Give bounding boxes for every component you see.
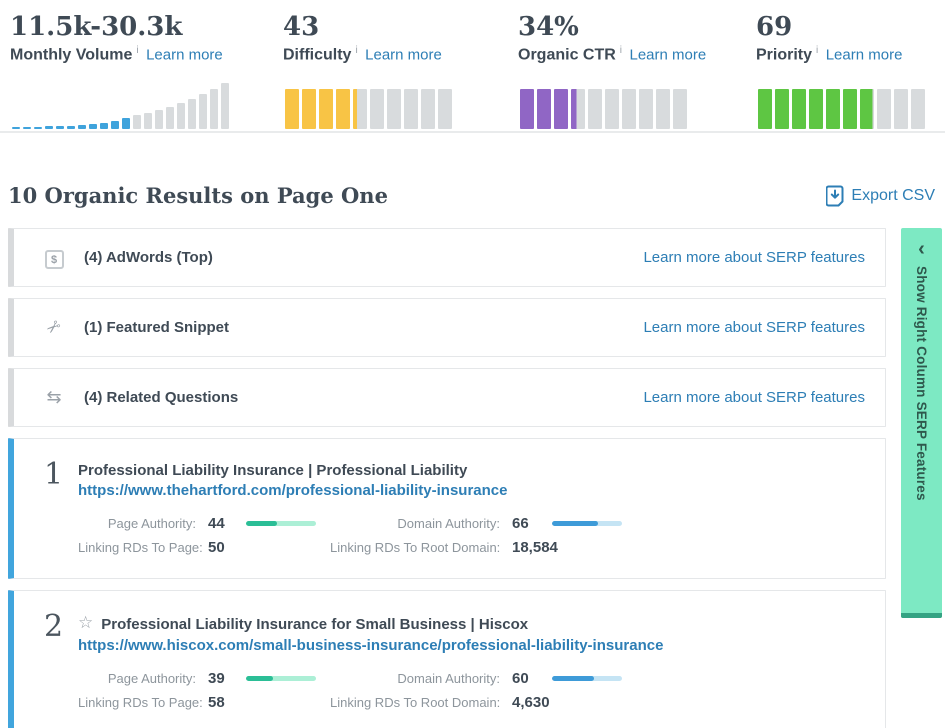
organic-ctr-label: Organic CTR (518, 46, 616, 64)
result-title[interactable]: Professional Liability Insurance | Profe… (78, 462, 468, 479)
scissors-icon: ✂ (42, 315, 66, 340)
result-title[interactable]: Professional Liability Insurance for Sma… (101, 615, 529, 633)
difficulty-learn-more-link[interactable]: Learn more (365, 46, 442, 64)
domain-authority-label: Domain Authority: (397, 671, 500, 686)
right-tab-label: Show Right Column SERP Features (914, 266, 929, 501)
linking-rds-root-value: 4,630 (512, 694, 550, 711)
domain-authority-label: Domain Authority: (397, 516, 500, 531)
linking-rds-page-value: 50 (208, 539, 225, 556)
organic-ctr-learn-more-link[interactable]: Learn more (629, 46, 707, 64)
organic-result-row: 1 Professional Liability Insurance | Pro… (8, 438, 886, 579)
adwords-dollar-icon: $ (42, 247, 66, 269)
page-authority-meter (246, 676, 316, 681)
linking-rds-root-label: Linking RDs To Root Domain: (330, 540, 501, 555)
priority-label: Priority (756, 46, 813, 64)
metric-difficulty: 43 Difficulty i Learn more (283, 12, 452, 129)
serp-feature-learn-more-link[interactable]: Learn more about SERP features (643, 389, 865, 406)
domain-authority-value: 60 (512, 670, 529, 687)
result-left-metrics: Page Authority: 44 Linking RDs To Page: … (78, 515, 316, 556)
info-icon[interactable]: i (619, 45, 623, 56)
serp-feature-label: (4) Related Questions (84, 389, 239, 406)
linking-rds-page-value: 58 (208, 694, 225, 711)
serp-feature-label: (4) AdWords (Top) (84, 249, 213, 266)
export-csv-button[interactable]: Export CSV (826, 185, 935, 207)
serp-feature-row-adwords[interactable]: $ (4) AdWords (Top) Learn more about SER… (8, 228, 886, 287)
difficulty-gauge (285, 89, 452, 129)
results-header: 10 Organic Results on Page One Export CS… (8, 183, 935, 208)
metric-priority: 69 Priority i Learn more (756, 12, 925, 129)
page-authority-meter (246, 521, 316, 526)
page-title: 10 Organic Results on Page One (8, 183, 388, 208)
export-csv-icon (826, 185, 844, 206)
info-icon[interactable]: i (136, 45, 139, 56)
linking-rds-root-value: 18,584 (512, 539, 558, 556)
result-rank: 1 (44, 457, 64, 492)
domain-authority-meter (552, 676, 622, 681)
monthly-volume-value: 11.5k-30.3k (10, 12, 183, 42)
organic-ctr-value: 34% (518, 12, 579, 42)
priority-gauge (758, 89, 925, 129)
linking-rds-page-label: Linking RDs To Page: (78, 540, 203, 555)
result-url-link[interactable]: https://www.hiscox.com/small-business-in… (78, 637, 664, 654)
priority-value: 69 (756, 12, 793, 42)
info-icon[interactable]: i (355, 45, 358, 56)
serp-feature-learn-more-link[interactable]: Learn more about SERP features (643, 319, 865, 336)
metric-organic-ctr: 34% Organic CTR i Learn more (518, 12, 707, 129)
serp-results-area: $ (4) AdWords (Top) Learn more about SER… (0, 228, 945, 728)
monthly-volume-learn-more-link[interactable]: Learn more (146, 46, 223, 64)
monthly-volume-label: Monthly Volume (10, 46, 133, 64)
summary-metrics-row: 11.5k-30.3k Monthly Volume i Learn more 4… (0, 0, 945, 133)
page-authority-value: 39 (208, 670, 225, 687)
serp-feature-learn-more-link[interactable]: Learn more about SERP features (643, 249, 865, 266)
difficulty-value: 43 (283, 12, 320, 42)
linking-rds-root-label: Linking RDs To Root Domain: (330, 695, 501, 710)
result-right-metrics: Domain Authority: 66 Linking RDs To Root… (330, 515, 622, 556)
linking-rds-page-label: Linking RDs To Page: (78, 695, 203, 710)
show-right-column-serp-features-tab[interactable]: ‹ Show Right Column SERP Features (901, 228, 942, 618)
domain-authority-value: 66 (512, 515, 529, 532)
star-icon[interactable]: ☆ (78, 613, 94, 632)
priority-learn-more-link[interactable]: Learn more (825, 46, 903, 64)
serp-feature-row-featured-snippet[interactable]: ✂ (1) Featured Snippet Learn more about … (8, 298, 886, 357)
chevron-left-icon: ‹ (918, 238, 925, 260)
monthly-volume-histogram (12, 82, 229, 129)
result-right-metrics: Domain Authority: 60 Linking RDs To Root… (330, 670, 622, 711)
serp-feature-row-related-questions[interactable]: ⇆ (4) Related Questions Learn more about… (8, 368, 886, 427)
export-csv-label: Export CSV (851, 186, 935, 204)
metric-monthly-volume: 11.5k-30.3k Monthly Volume i Learn more (10, 12, 229, 129)
result-left-metrics: Page Authority: 39 Linking RDs To Page: … (78, 670, 316, 711)
result-rank: 2 (44, 609, 64, 644)
organic-ctr-gauge (520, 89, 687, 129)
difficulty-label: Difficulty (283, 46, 352, 64)
swap-arrows-icon: ⇆ (46, 387, 62, 407)
page-authority-label: Page Authority: (107, 671, 196, 686)
page-authority-value: 44 (208, 515, 225, 532)
info-icon[interactable]: i (816, 45, 819, 56)
result-url-link[interactable]: https://www.thehartford.com/professional… (78, 482, 508, 499)
domain-authority-meter (552, 521, 622, 526)
page-authority-label: Page Authority: (107, 516, 196, 531)
organic-result-row: 2 ☆ Professional Liability Insurance for… (8, 590, 886, 728)
serp-feature-label: (1) Featured Snippet (84, 319, 230, 336)
